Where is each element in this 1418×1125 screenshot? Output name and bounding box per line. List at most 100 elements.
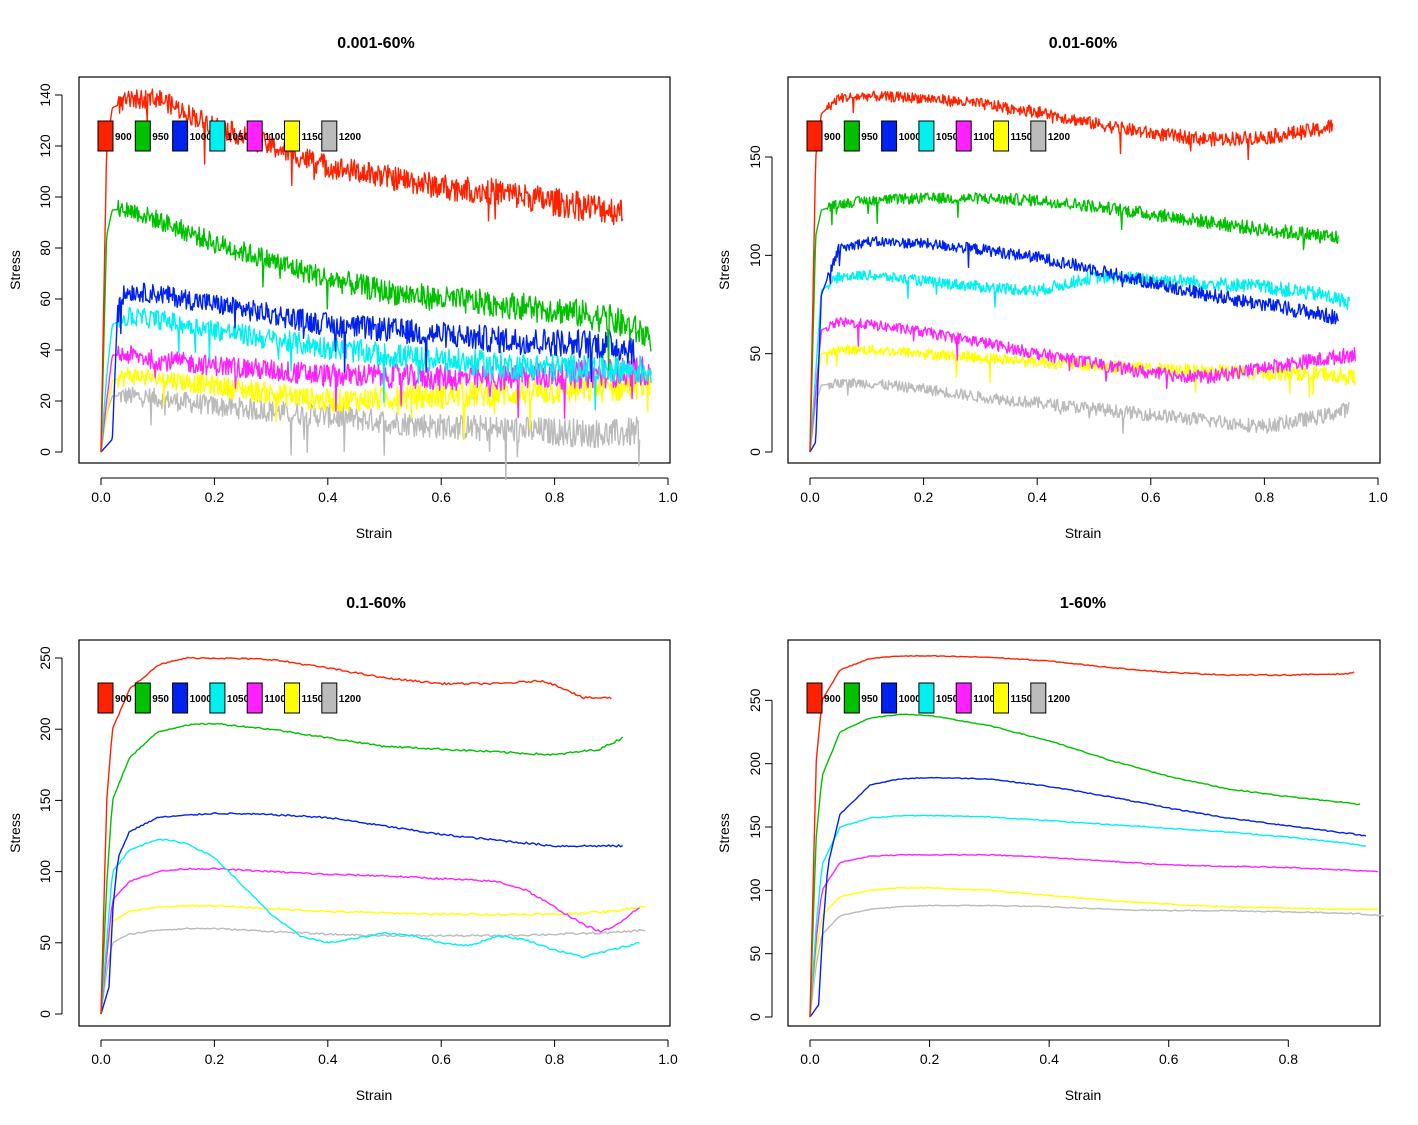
y-tick-label: 0 [37,1010,53,1018]
chart-title: 0.1-60% [346,595,406,612]
x-tick-label: 0.6 [431,1051,451,1067]
legend-swatch-1050 [209,120,226,152]
series-line-1000 [100,282,635,453]
series-line-950 [809,192,1339,453]
series-line-1100 [809,317,1356,453]
series-line-1050 [100,838,640,1015]
legend-label-1000: 1000 [899,694,922,705]
y-tick-label: 20 [37,393,53,409]
legend-label-1200: 1200 [1048,132,1071,143]
y-axis: 0 50 100 150 200 250 [37,646,63,1018]
series-line-1150 [100,367,652,453]
legend-swatch-950 [843,120,860,152]
x-tick-label: 0.2 [205,489,225,505]
x-tick-label: 0.8 [545,489,565,505]
legend-label-1150: 1150 [302,132,324,143]
y-tick-label: 80 [37,240,53,256]
legend-swatch-950 [134,120,151,152]
legend-label-1000: 1000 [899,132,922,143]
legend-label-950: 950 [152,132,169,143]
series-line-1050 [100,306,652,453]
series-line-1200 [809,904,1385,1018]
legend-swatch-1200 [1030,120,1047,152]
legend-swatch-1050 [918,682,935,714]
y-tick-label: 100 [747,878,763,902]
x-tick-label: 0.4 [318,489,338,505]
series-line-1100 [100,345,652,453]
legend-swatch-1100 [246,682,263,714]
x-tick-label: 0.8 [1279,1051,1299,1067]
y-tick-label: 100 [747,243,763,267]
legend-label-950: 950 [861,132,878,143]
y-axis: 0 50 100 150 200 250 [747,688,773,1021]
x-tick-label: 0.6 [1159,1051,1179,1067]
x-tick-label: 0.8 [1255,489,1275,505]
plot-frame [787,76,1381,464]
x-axis-label: Strain [356,525,393,541]
legend-swatch-1000 [881,682,898,714]
y-tick-label: 40 [37,342,53,358]
legend-swatch-1200 [321,682,338,714]
chart-panel-3: 0.1-60% 0 50 100 150 200 250 0.0 0.2 0.4 0.6 0.8 1… [7,595,678,1103]
series-line-1100 [809,853,1379,1018]
legend-swatch-1000 [881,120,898,152]
plot-frame [78,76,671,464]
series-group [100,656,646,1015]
legend-label-1100: 1100 [973,132,995,143]
series-line-1200 [809,378,1350,453]
series-line-1100 [100,867,640,1015]
legend-label-1150: 1150 [1011,694,1033,705]
chart-panel-4: 1-60% 0 50 100 150 200 250 0.0 0.2 0.4 0.6 0.8 90… [716,595,1385,1103]
legend: 900 950 1000 1050 1100 1150 1200 [806,120,1071,152]
legend: 900 950 1000 1050 1100 1150 1200 [806,682,1071,714]
x-tick-label: 0.6 [431,489,451,505]
y-tick-label: 150 [37,789,53,813]
legend-label-1100: 1100 [264,132,286,143]
legend-swatch-950 [843,682,860,714]
legend-label-1100: 1100 [973,694,995,705]
legend-swatch-1100 [246,120,263,152]
y-tick-label: 0 [747,1013,763,1021]
legend-label-1050: 1050 [227,694,250,705]
legend-label-1100: 1100 [264,694,286,705]
y-tick-label: 50 [37,935,53,951]
legend-swatch-1000 [172,120,189,152]
y-axis-label: Stress [716,250,732,290]
y-tick-label: 120 [37,134,53,158]
legend-swatch-1100 [955,120,972,152]
plot-frame [787,639,1381,1027]
legend-label-1150: 1150 [302,694,324,705]
y-tick-label: 200 [747,752,763,776]
y-tick-label: 150 [747,145,763,169]
legend-label-1000: 1000 [190,694,213,705]
y-tick-label: 60 [37,291,53,307]
legend-label-1150: 1150 [1011,132,1033,143]
plot-frame [78,639,671,1027]
x-axis-label: Strain [1065,1087,1102,1103]
y-tick-label: 150 [747,815,763,839]
y-tick-label: 250 [747,688,763,712]
legend-swatch-900 [806,120,823,152]
chart-title: 1-60% [1060,595,1106,612]
x-axis: 0.0 0.2 0.4 0.6 0.8 1.0 [91,1039,678,1067]
legend-label-950: 950 [861,694,878,705]
y-tick-label: 250 [37,646,53,670]
series-line-950 [100,199,652,453]
x-axis-label: Strain [1065,525,1102,541]
legend-swatch-1150 [993,120,1009,152]
series-line-1200 [100,927,646,1015]
x-tick-label: 0.0 [91,1051,111,1067]
legend-label-1200: 1200 [1048,694,1071,705]
y-tick-label: 0 [37,448,53,456]
legend-swatch-1000 [172,682,189,714]
x-tick-label: 0.2 [914,489,934,505]
chart-title: 0.01-60% [1049,35,1118,52]
x-tick-label: 0.4 [1039,1051,1059,1067]
series-line-1050 [809,814,1367,1018]
legend-swatch-1200 [1030,682,1047,714]
legend: 900 950 1000 1050 1100 1150 1200 [97,120,361,152]
y-axis: 0 50 100 150 [747,145,773,456]
legend-swatch-900 [806,682,823,714]
x-tick-label: 1.0 [658,1051,678,1067]
